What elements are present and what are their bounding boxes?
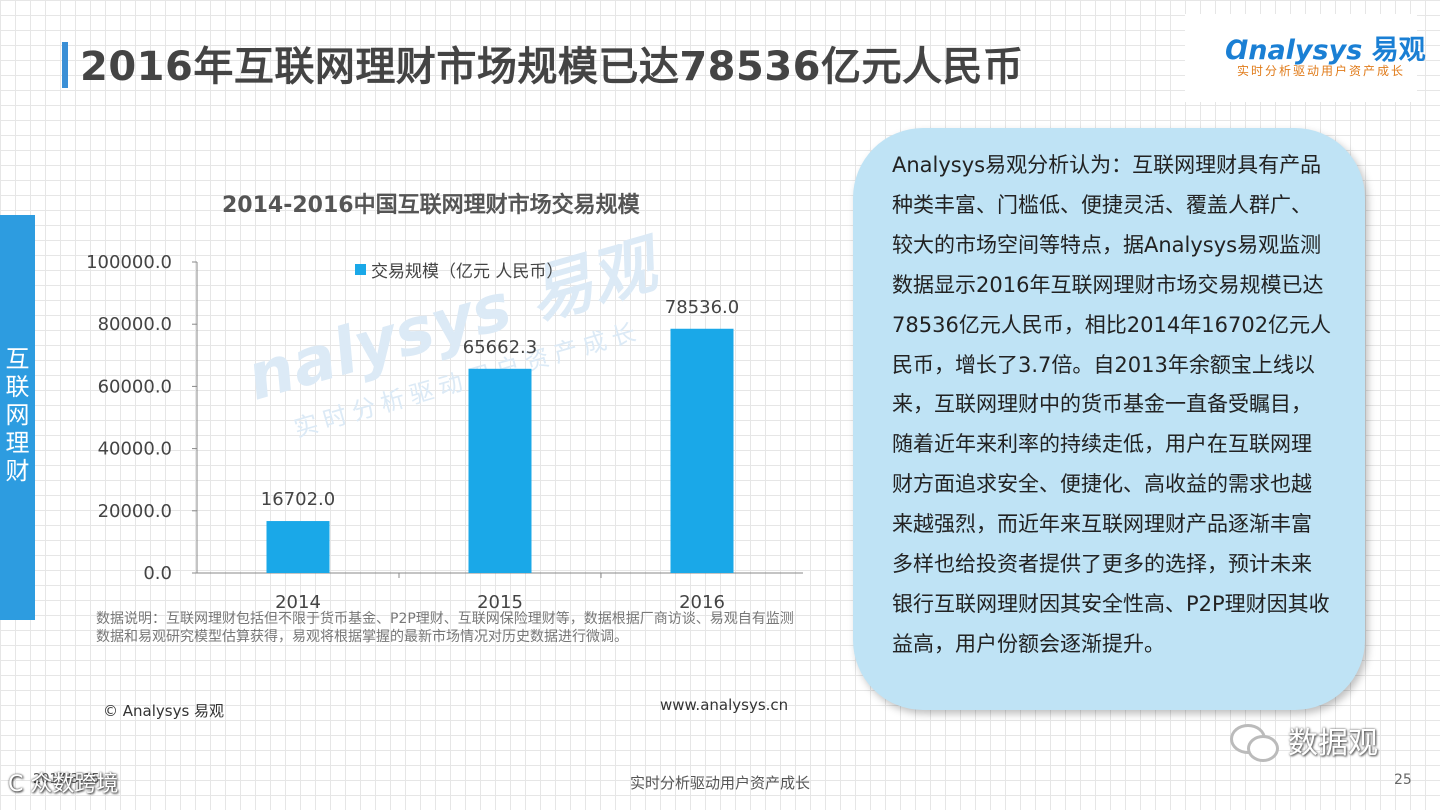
title-accent-bar bbox=[62, 42, 68, 88]
data-label-2014: 16702.0 bbox=[261, 489, 335, 510]
chart-title: 2014-2016中国互联网理财市场交易规模 bbox=[222, 193, 640, 218]
logo-tagline: 实时分析驱动用户资产成长 bbox=[1237, 64, 1406, 78]
side-section-label: 互联网理财 bbox=[5, 345, 30, 485]
footer-tagline: 实时分析驱动用户资产成长 bbox=[629, 774, 810, 792]
analysys-logo: Ɑnalysys 易观 实时分析驱动用户资产成长 bbox=[1185, 14, 1426, 102]
logo-a-icon: Ɑ bbox=[1225, 35, 1249, 66]
bar-chart: 0.0 20000.0 40000.0 60000.0 80000.0 100000.0 1… bbox=[86, 252, 803, 613]
legend-label: 交易规模（亿元 人民币） bbox=[371, 262, 564, 282]
copyright: © Analysys 易观 bbox=[103, 702, 225, 720]
y-tick-label: 60000.0 bbox=[98, 376, 172, 397]
source-note: 数据说明：互联网理财包括但不限于货币基金、P2P理财、互联网保险理财等，数据根据… bbox=[96, 611, 794, 645]
data-label-2015: 65662.3 bbox=[463, 337, 537, 358]
y-tick-label: 100000.0 bbox=[86, 252, 172, 273]
analysis-text: Analysys易观分析认为：互联网理财具有产品种类丰富、门槛低、便捷灵活、覆盖… bbox=[892, 153, 1332, 656]
logo-cn: 易观 bbox=[1371, 35, 1426, 66]
data-label-2016: 78536.0 bbox=[665, 297, 739, 318]
x-tick-label: 2016 bbox=[679, 592, 725, 613]
bar-2015 bbox=[468, 368, 532, 573]
y-tick-label: 40000.0 bbox=[98, 439, 172, 460]
wechat-badge: 数据观 bbox=[1230, 718, 1378, 762]
y-tick-label: 0.0 bbox=[143, 563, 172, 584]
y-tick-label: 80000.0 bbox=[98, 314, 172, 335]
wechat-icon bbox=[1230, 720, 1279, 762]
wechat-label: 数据观 bbox=[1288, 726, 1378, 761]
footer-date: 2017/3/15 bbox=[33, 772, 100, 787]
page-number: 25 bbox=[1394, 772, 1412, 788]
logo-wordmark: Ɑnalysys 易观 bbox=[1225, 28, 1426, 67]
bar-2016 bbox=[670, 328, 734, 573]
side-section-tab bbox=[0, 215, 35, 620]
bar-2014 bbox=[266, 521, 330, 573]
footer-watermark: C 众数跨境 bbox=[8, 772, 119, 797]
logo-brand: nalysys bbox=[1248, 35, 1363, 66]
legend-swatch bbox=[355, 264, 366, 275]
chart-legend: 交易规模（亿元 人民币） bbox=[355, 257, 563, 282]
page-title: 2016年互联网理财市场规模已达78536亿元人民币 bbox=[80, 44, 1024, 90]
x-tick-label: 2015 bbox=[477, 592, 523, 613]
y-tick-label: 20000.0 bbox=[98, 501, 172, 522]
website-url: www.analysys.cn bbox=[660, 696, 789, 714]
x-tick-label: 2014 bbox=[275, 592, 321, 613]
analysis-bubble bbox=[853, 128, 1365, 710]
